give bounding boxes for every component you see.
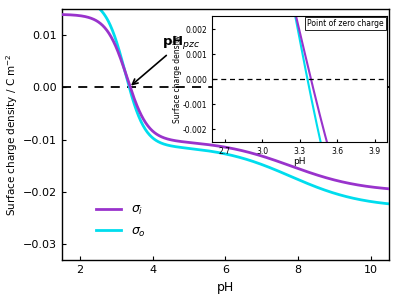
Legend: $\sigma_i$, $\sigma_o$: $\sigma_i$, $\sigma_o$ bbox=[91, 198, 150, 244]
X-axis label: pH: pH bbox=[217, 280, 234, 294]
Y-axis label: Surface charge density / C m$^{-2}$: Surface charge density / C m$^{-2}$ bbox=[4, 53, 20, 216]
Text: Point of zero charge: Point of zero charge bbox=[307, 19, 384, 28]
Y-axis label: Surface charge density: Surface charge density bbox=[173, 35, 182, 123]
Text: pH$_{pzc}$: pH$_{pzc}$ bbox=[132, 34, 201, 84]
X-axis label: pH: pH bbox=[293, 157, 306, 166]
